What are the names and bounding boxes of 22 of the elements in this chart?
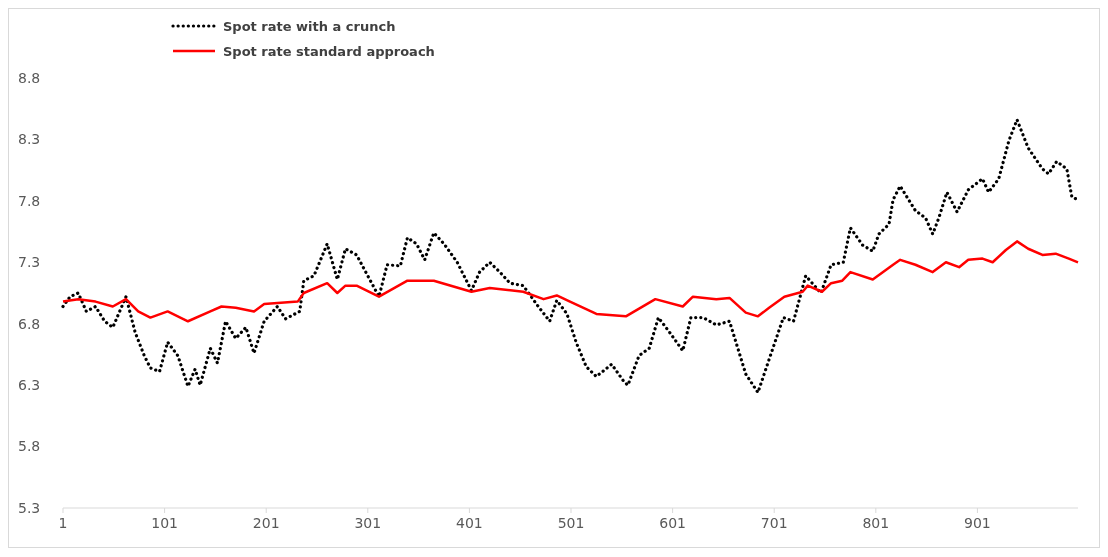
x-tick-label: 301 [354, 515, 382, 531]
y-tick-label: 7.8 [18, 192, 41, 209]
y-tick-label: 5.8 [18, 438, 41, 455]
line-series [61, 118, 1080, 395]
x-tick-label: 1 [58, 515, 68, 531]
x-tick-label: 801 [862, 515, 890, 531]
x-tick-label: 401 [456, 515, 483, 531]
y-tick-label: 7.3 [18, 254, 41, 271]
y-tick-label: 8.3 [18, 131, 41, 148]
x-tick-label: 501 [557, 515, 585, 531]
x-tick-label: 101 [151, 515, 178, 531]
legend-label: Spot rate with a crunch [223, 18, 396, 34]
legend-label: Spot rate standard approach [223, 43, 435, 59]
line-series [61, 240, 1080, 323]
x-tick-label: 601 [659, 515, 686, 531]
y-tick-label: 6.3 [18, 377, 41, 394]
x-tick-label: 901 [964, 515, 991, 531]
x-tick-label: 201 [252, 515, 280, 531]
y-tick-label: 6.8 [18, 315, 41, 332]
x-tick-label: 701 [760, 515, 788, 531]
y-tick-label: 5.3 [18, 499, 41, 516]
y-tick-label: 8.8 [18, 69, 41, 86]
